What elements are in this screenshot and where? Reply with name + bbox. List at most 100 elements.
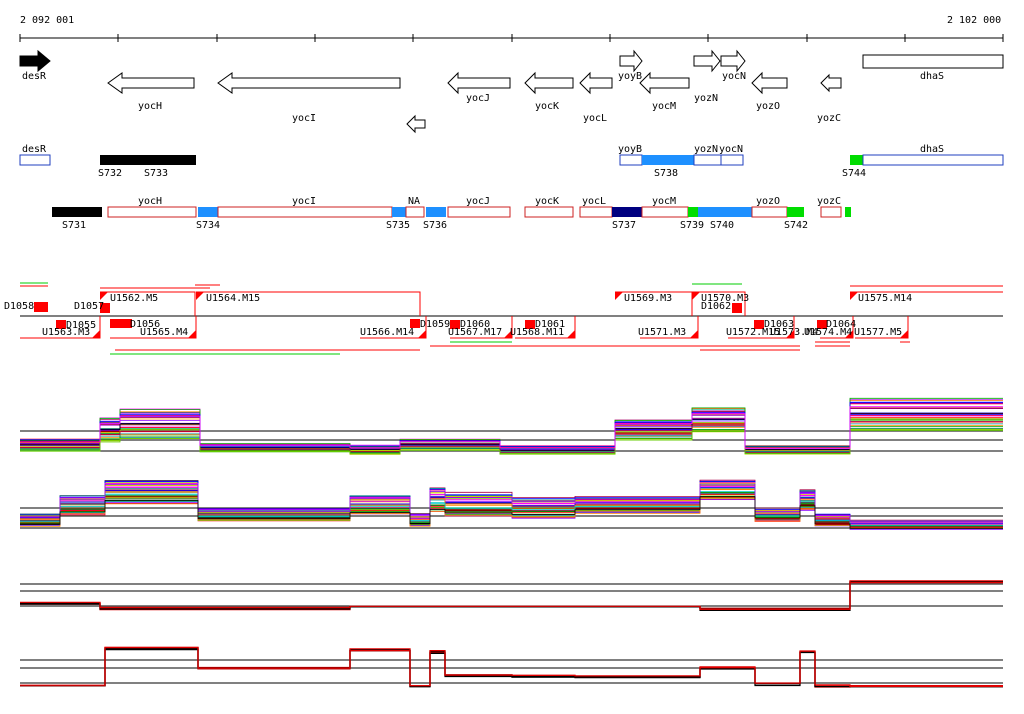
expression-line bbox=[20, 646, 1003, 687]
segment-label: S742 bbox=[784, 220, 808, 231]
expression-line bbox=[20, 647, 1003, 688]
expression-line bbox=[20, 486, 1003, 525]
segment-S744[interactable] bbox=[850, 155, 863, 165]
gene-arrow-track bbox=[19, 49, 1004, 134]
segment-S735[interactable] bbox=[392, 207, 406, 217]
segment-yocN[interactable] bbox=[720, 154, 744, 166]
transcript-label: D1062 bbox=[701, 301, 731, 312]
segment-label: yozN bbox=[694, 144, 718, 155]
segment-label: yocI bbox=[292, 196, 316, 207]
expression-line bbox=[20, 488, 1003, 526]
segment-label: S733 bbox=[144, 168, 168, 179]
gene-arrow-yocH[interactable] bbox=[107, 72, 195, 94]
segment-yocJ[interactable] bbox=[447, 206, 511, 218]
gene-arrow-yocK[interactable] bbox=[524, 71, 574, 95]
segment-label: yoyB bbox=[618, 144, 642, 155]
segment-label: S734 bbox=[196, 220, 220, 231]
ruler-end-label: 2 102 000 bbox=[947, 15, 1001, 26]
segment-dhaS[interactable] bbox=[862, 154, 1004, 166]
segment-label: desR bbox=[22, 144, 47, 155]
gene-arrow-dhaS[interactable] bbox=[862, 54, 1004, 69]
gene-arrow-small[interactable] bbox=[406, 114, 426, 134]
segment-S738[interactable] bbox=[642, 155, 694, 165]
segment-S737[interactable] bbox=[612, 207, 642, 217]
segment-label: S744 bbox=[842, 168, 866, 179]
transcript-label: D1057 bbox=[74, 301, 104, 312]
transcript-label: U1573.M4 bbox=[770, 327, 818, 338]
segment-NA[interactable] bbox=[405, 206, 425, 218]
segment-yozC[interactable] bbox=[820, 206, 842, 218]
gene-arrow-yoyB[interactable] bbox=[619, 49, 643, 73]
expression-line bbox=[20, 582, 1003, 609]
segment-yozO[interactable] bbox=[751, 206, 788, 218]
transcript-label: U1562.M5 bbox=[110, 293, 158, 304]
segment-yoyB[interactable] bbox=[619, 154, 643, 166]
gene-arrow-yocN[interactable] bbox=[720, 49, 746, 73]
expression-line bbox=[20, 406, 1003, 449]
segment-yozN[interactable] bbox=[693, 154, 722, 166]
segment-yocL[interactable] bbox=[579, 206, 613, 218]
segment-S731[interactable] bbox=[52, 207, 102, 217]
segment-label: yozC bbox=[817, 196, 841, 207]
expression-line bbox=[20, 647, 1003, 687]
segment-yocM[interactable] bbox=[641, 206, 689, 218]
transcript-label: U1572.M15 bbox=[726, 327, 780, 338]
transcript-label: D1061 bbox=[535, 319, 565, 330]
transcript-label: U1565.M4 bbox=[140, 327, 188, 338]
segment-desR[interactable] bbox=[19, 154, 51, 166]
expression-line bbox=[20, 494, 1003, 528]
expression-line bbox=[20, 487, 1003, 524]
gene-arrow-yocL[interactable] bbox=[579, 71, 613, 95]
transcript-label: D1056 bbox=[130, 319, 160, 330]
gene-label: desR bbox=[22, 71, 47, 82]
segment-S742[interactable] bbox=[787, 207, 804, 217]
transcript-label: U1571.M3 bbox=[638, 327, 686, 338]
segment-label: dhaS bbox=[920, 144, 944, 155]
transcript-label: U1570.M3 bbox=[701, 293, 749, 304]
gene-label: yozO bbox=[756, 101, 780, 112]
segment-label: yozO bbox=[756, 196, 780, 207]
expression-line bbox=[20, 485, 1003, 524]
expression-line bbox=[20, 481, 1003, 522]
expression-line bbox=[20, 482, 1003, 523]
gene-arrow-yozO[interactable] bbox=[751, 71, 788, 95]
expression-line bbox=[20, 646, 1003, 687]
ruler-start-label: 2 092 001 bbox=[20, 15, 74, 26]
expression-panel-3 bbox=[20, 580, 1003, 611]
segment-yocK[interactable] bbox=[524, 206, 574, 218]
segment-S734[interactable] bbox=[198, 207, 218, 217]
expression-line bbox=[20, 491, 1003, 526]
expression-line bbox=[20, 580, 1003, 610]
segment-label: S731 bbox=[62, 220, 86, 231]
gene-arrow-yocI[interactable] bbox=[217, 72, 401, 94]
gene-arrow-yozN[interactable] bbox=[693, 49, 721, 73]
expression-line bbox=[20, 479, 1003, 521]
expression-line bbox=[20, 480, 1003, 523]
segment-label: S737 bbox=[612, 220, 636, 231]
transcript-labels: U1562.M5 U1564.M15 U1569.M3 U1570.M3 U15… bbox=[4, 293, 912, 338]
gene-arrow-yozC[interactable] bbox=[820, 73, 842, 93]
expression-line bbox=[20, 493, 1003, 528]
gene-label: yocJ bbox=[466, 93, 490, 104]
transcript-label: D1064 bbox=[826, 319, 856, 330]
segment-S739[interactable] bbox=[688, 207, 698, 217]
segment-green-small[interactable] bbox=[845, 207, 851, 217]
segment-label: yocN bbox=[719, 144, 743, 155]
segment-label: yocL bbox=[582, 196, 606, 207]
segment-S740[interactable] bbox=[698, 207, 752, 217]
gene-arrow-desR[interactable] bbox=[19, 49, 51, 73]
segment-label: S740 bbox=[710, 220, 734, 231]
gene-labels: desR yocH yocI yocJ yocK yocL yoyB yocM … bbox=[22, 71, 944, 124]
gene-arrow-yocM[interactable] bbox=[639, 71, 690, 95]
transcript-label: D1055 bbox=[66, 320, 96, 331]
gene-arrow-yocJ[interactable] bbox=[447, 71, 511, 95]
expression-line bbox=[20, 496, 1003, 529]
segment-S736[interactable] bbox=[426, 207, 446, 217]
transcript-label: U1577.M5 bbox=[854, 327, 902, 338]
transcript-label: U1575.M14 bbox=[858, 293, 912, 304]
segment-yocI[interactable] bbox=[217, 206, 393, 218]
expression-panel-4 bbox=[20, 646, 1003, 688]
segment-S732-S733[interactable] bbox=[100, 155, 196, 165]
segment-yocH[interactable] bbox=[107, 206, 197, 218]
